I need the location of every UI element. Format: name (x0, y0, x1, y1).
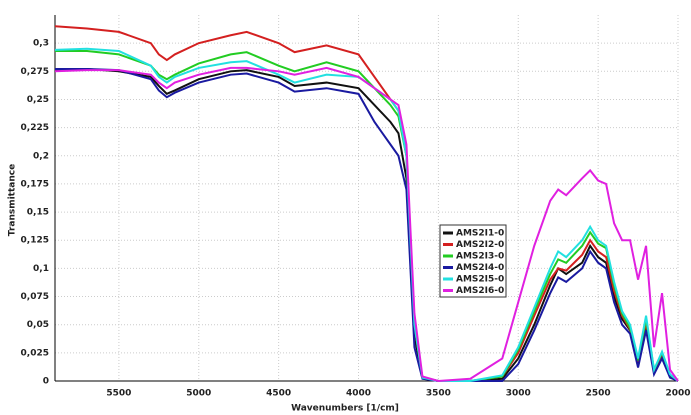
x-tick-label: 4500 (266, 389, 291, 399)
legend-label: AMS2I1-0 (456, 229, 504, 239)
x-tick-label: 3500 (426, 389, 451, 399)
x-tick-label: 5500 (106, 389, 131, 399)
legend-label: AMS2I2-0 (456, 240, 504, 250)
y-tick-label: 0,125 (21, 236, 49, 246)
series-line (54, 66, 679, 383)
y-tick-label: 0,15 (27, 208, 49, 218)
series-line (55, 68, 679, 382)
x-tick-label: 2500 (586, 389, 611, 399)
y-tick-label: 0,275 (21, 67, 49, 77)
legend-label: AMS2I6-0 (456, 286, 504, 296)
y-tick-label: 0,075 (21, 292, 49, 302)
legend-label: AMS2I4-0 (456, 263, 504, 273)
y-axis-label: Transmittance (8, 164, 18, 236)
x-tick-label: 3000 (506, 389, 531, 399)
y-tick-label: 0,225 (21, 123, 49, 133)
series-line (54, 47, 679, 382)
y-tick-label: 0,3 (33, 39, 49, 49)
x-tick-label: 5000 (186, 389, 211, 399)
legend-box (439, 224, 507, 298)
series-line (54, 68, 679, 382)
legend-label: AMS2I5-0 (456, 275, 504, 285)
series-line (55, 50, 679, 382)
y-tick-label: 0,2 (33, 151, 49, 161)
legend-label: AMS2I3-0 (456, 252, 504, 262)
y-tick-label: 0,1 (33, 264, 49, 274)
x-tick-label: 4000 (346, 389, 371, 399)
x-tick-label: 2000 (665, 389, 690, 399)
y-tick-label: 0,175 (21, 179, 49, 189)
y-tick-label: 0 (43, 377, 49, 387)
y-tick-label: 0,025 (21, 348, 49, 358)
y-tick-label: 0,05 (27, 320, 49, 330)
x-axis-label: Wavenumbers [1/cm] (291, 404, 399, 414)
y-tick-label: 0,25 (27, 95, 49, 105)
